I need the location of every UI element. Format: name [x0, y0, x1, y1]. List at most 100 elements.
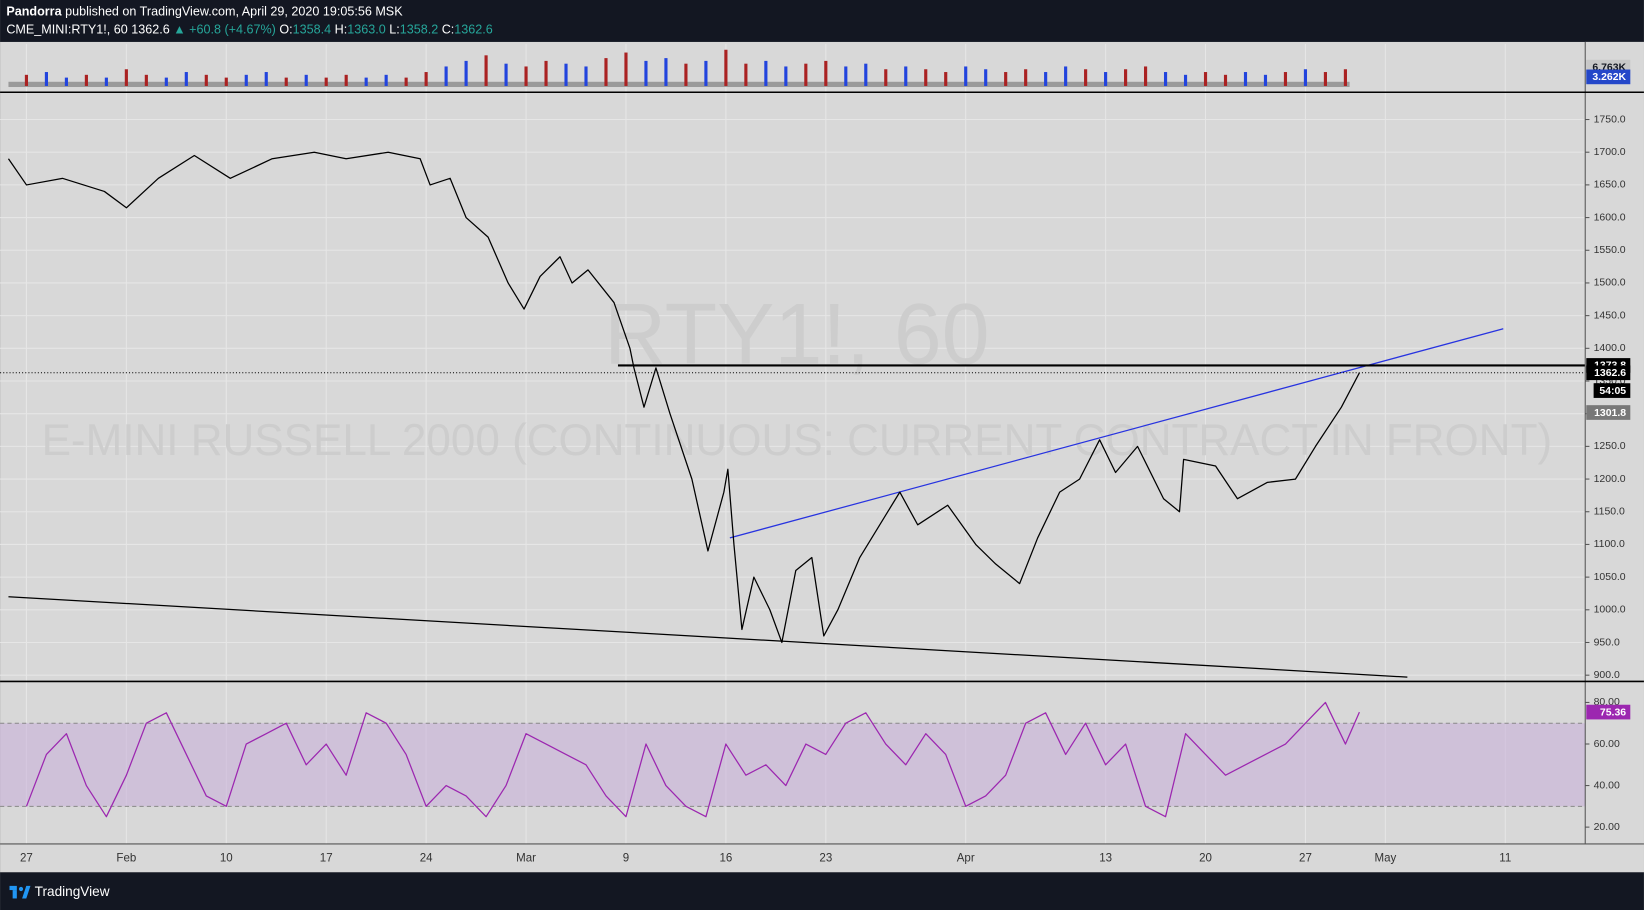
badge-bg: [1586, 405, 1631, 420]
marks: [0, 49, 1586, 818]
badge-label: 75.36: [1600, 707, 1626, 718]
volume-bar: [684, 63, 688, 86]
rsi-band: [0, 723, 1586, 807]
volume-bar: [484, 55, 488, 86]
volume-bar: [744, 63, 748, 86]
volume-bar: [604, 58, 608, 86]
change: ▲ +60.8 (+4.67%): [173, 23, 276, 37]
volume-bar: [824, 60, 828, 86]
badge-bg: [1586, 365, 1631, 381]
x-tick-label: 27: [20, 853, 33, 865]
x-tick-label: 16: [719, 853, 732, 865]
volume-bar: [164, 77, 168, 86]
volume-bar: [104, 77, 108, 86]
volume-bar: [364, 77, 368, 86]
volume-bar: [1143, 66, 1148, 86]
y-tick-label: 1550.0: [1594, 245, 1626, 256]
x-tick-label: 11: [1499, 853, 1511, 865]
trendline: [8, 596, 1408, 678]
volume-bar: [904, 66, 908, 86]
volume-bar: [204, 74, 208, 86]
y-tick-label: 900.0: [1594, 670, 1620, 681]
volume-bar: [564, 63, 568, 86]
volume-bar: [964, 66, 968, 86]
symbol: CME_MINI:RTY1!, 60: [6, 23, 127, 37]
volume-bar: [624, 52, 628, 86]
watermark-symbol: RTY1!, 60: [604, 286, 989, 382]
logo: [9, 885, 31, 899]
volume-bar: [664, 58, 668, 86]
volume-baseline: [8, 81, 1350, 88]
volume-bar: [1203, 72, 1208, 86]
countdown: 54:05: [1599, 386, 1626, 397]
footer-brand: TradingView: [35, 884, 110, 899]
volume-bar: [764, 60, 768, 86]
volume-bar: [1223, 74, 1228, 86]
volume-bar: [1084, 69, 1088, 86]
open-label: O:: [279, 23, 292, 37]
volume-bar: [1303, 69, 1308, 86]
volume-bar: [1044, 72, 1048, 86]
author: Pandorra: [6, 5, 62, 19]
last-price: 1362.6: [131, 23, 169, 37]
x-tick-label: 23: [819, 853, 832, 865]
badge-bg: [1586, 704, 1631, 720]
volume-bar: [1064, 66, 1068, 86]
y-tick-label: 80.00: [1594, 697, 1620, 708]
volume-bar: [344, 74, 348, 86]
volume-bar: [124, 69, 128, 86]
y-tick-label: 1450.0: [1594, 310, 1626, 321]
badge-label: 3.262K: [1592, 72, 1626, 83]
y-tick-label: 950.0: [1594, 637, 1620, 648]
volume-bar: [524, 66, 528, 86]
publish-line: Pandorra published on TradingView.com, A…: [6, 5, 403, 19]
x-tick-label: 20: [1199, 853, 1212, 865]
volume-bar: [924, 69, 928, 86]
y-tick-label: 20.00: [1594, 822, 1620, 833]
volume-bar: [444, 66, 448, 86]
volume-bar: [144, 74, 148, 86]
volume-bar: [264, 72, 268, 86]
volume-bar: [324, 77, 328, 86]
badge-label: 1301.8: [1594, 408, 1626, 419]
volume-bar: [244, 74, 248, 86]
watermark-description: E-MINI RUSSELL 2000 (CONTINUOUS: CURRENT…: [42, 416, 1553, 465]
price-badge: 1301.8: [1586, 405, 1631, 420]
volume-bar: [24, 74, 29, 86]
low-value: 1358.2: [400, 23, 438, 37]
symbol-line: CME_MINI:RTY1!, 60 1362.6 ▲ +60.8 (+4.67…: [6, 23, 492, 37]
x-tick-label: 9: [623, 853, 629, 865]
volume-bar: [64, 77, 68, 86]
x-tick-label: 24: [420, 853, 433, 865]
volume-bar: [224, 77, 228, 86]
volume-bar: [644, 60, 648, 86]
y-tick-label: 1200.0: [1594, 474, 1626, 485]
grid: [0, 44, 1586, 844]
open-value: 1358.4: [293, 23, 331, 37]
series-line: [7, 151, 1360, 644]
price-badge: 1362.6: [1586, 365, 1631, 381]
volume-bar: [1263, 74, 1268, 86]
volume-bar: [1183, 74, 1188, 86]
volume-bar: [864, 63, 868, 86]
x-tick-label: Apr: [957, 853, 975, 865]
volume-bar: [184, 72, 188, 86]
volume-bar: [884, 69, 888, 86]
badge-bg: [1586, 69, 1631, 85]
trendline: [729, 328, 1504, 539]
high-label: H:: [335, 23, 348, 37]
footer-bar: [0, 872, 1644, 910]
y-tick-label: 1150.0: [1594, 507, 1625, 518]
x-tick-label: Feb: [116, 853, 136, 865]
volume-bar: [384, 74, 388, 86]
volume-bar: [1163, 72, 1168, 86]
low-label: L:: [389, 23, 400, 37]
volume-bar: [944, 72, 948, 86]
volume-bar: [1343, 69, 1347, 86]
badge-label: 1362.6: [1594, 368, 1626, 379]
volume-bar: [504, 63, 508, 86]
y-tick-label: 1050.0: [1594, 572, 1626, 583]
volume-bar: [44, 72, 48, 86]
volume-bar: [544, 60, 548, 86]
